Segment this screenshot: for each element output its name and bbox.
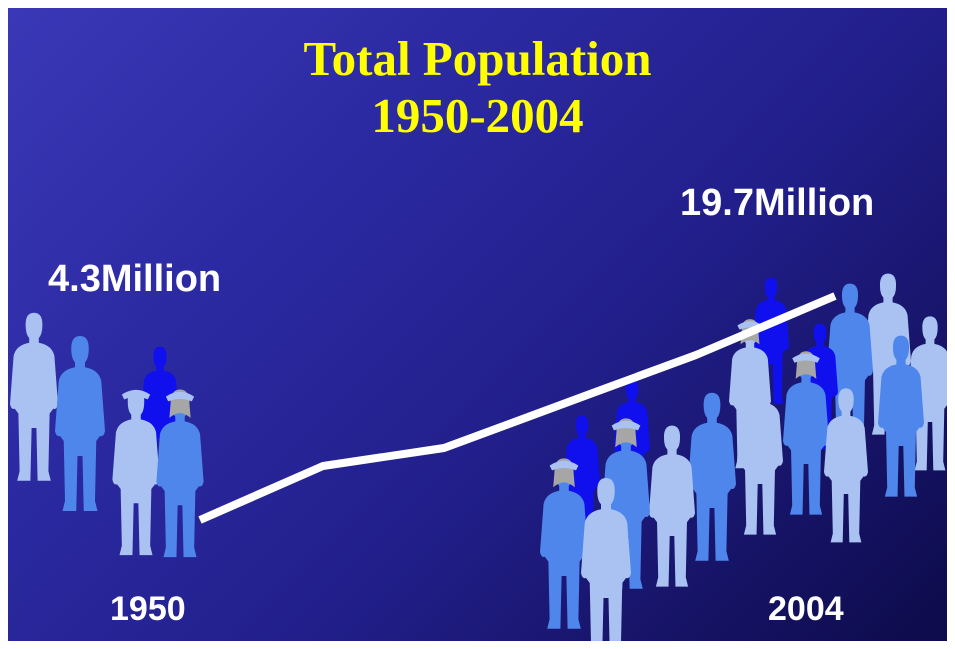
data-label-start: 4.3Million <box>48 258 222 300</box>
slide: Total Population 1950-2004 4.3Million 19… <box>8 8 947 641</box>
title-line-2: 1950-2004 <box>371 88 584 143</box>
person-silhouette <box>907 316 947 471</box>
person-silhouette <box>824 388 868 543</box>
person-silhouette <box>827 283 873 445</box>
person-silhouette <box>878 335 924 497</box>
person-silhouette <box>649 425 695 587</box>
x-tick-label-start: 1950 <box>110 590 186 628</box>
person-silhouette <box>581 478 631 641</box>
person-silhouette <box>112 389 160 556</box>
person-silhouette <box>783 351 829 515</box>
person-silhouette <box>9 312 58 481</box>
x-tick-label-end: 2004 <box>768 590 844 628</box>
person-silhouette <box>688 392 736 561</box>
person-silhouette <box>540 458 588 629</box>
chart <box>9 273 947 641</box>
crowd-front <box>156 389 631 641</box>
crowd-back <box>9 273 947 589</box>
title-line-1: Total Population <box>303 31 652 86</box>
person-silhouette <box>55 336 105 511</box>
chart-title: Total Population 1950-2004 <box>8 30 947 144</box>
person-silhouette <box>156 389 204 558</box>
trend-line <box>198 292 837 524</box>
data-label-end: 19.7Million <box>680 182 875 224</box>
person-silhouette <box>737 373 783 535</box>
